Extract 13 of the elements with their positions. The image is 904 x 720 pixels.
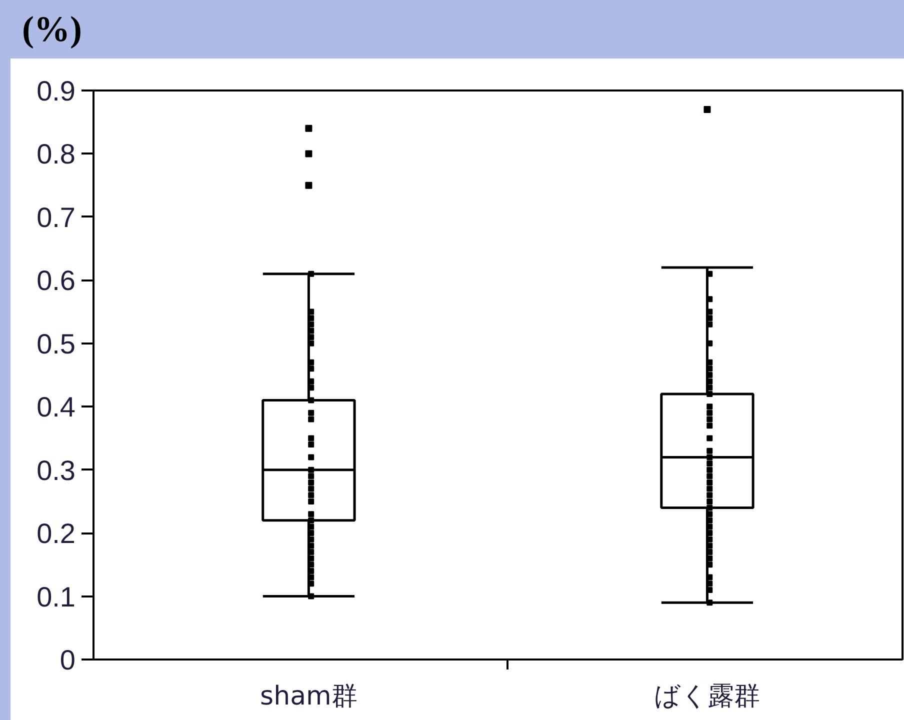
y-tick-label: 0.4 xyxy=(36,392,76,423)
x-tick-label: sham群 xyxy=(260,682,358,712)
y-tick-label: 0.6 xyxy=(36,265,76,296)
y-axis-title: (%) xyxy=(22,8,82,51)
y-tick-label: 0.7 xyxy=(36,202,76,233)
y-tick-label: 0.3 xyxy=(36,454,76,486)
y-tick-label: 0.9 xyxy=(36,76,76,106)
y-tick-label: 0.5 xyxy=(36,328,76,360)
y-tick-label: 0.8 xyxy=(36,138,76,170)
y-tick-label: 0.2 xyxy=(36,518,76,550)
y-tick-label: 0 xyxy=(60,644,76,676)
y-tick-label: 0.1 xyxy=(36,581,76,612)
x-tick-label: ばく露群 xyxy=(654,682,760,712)
